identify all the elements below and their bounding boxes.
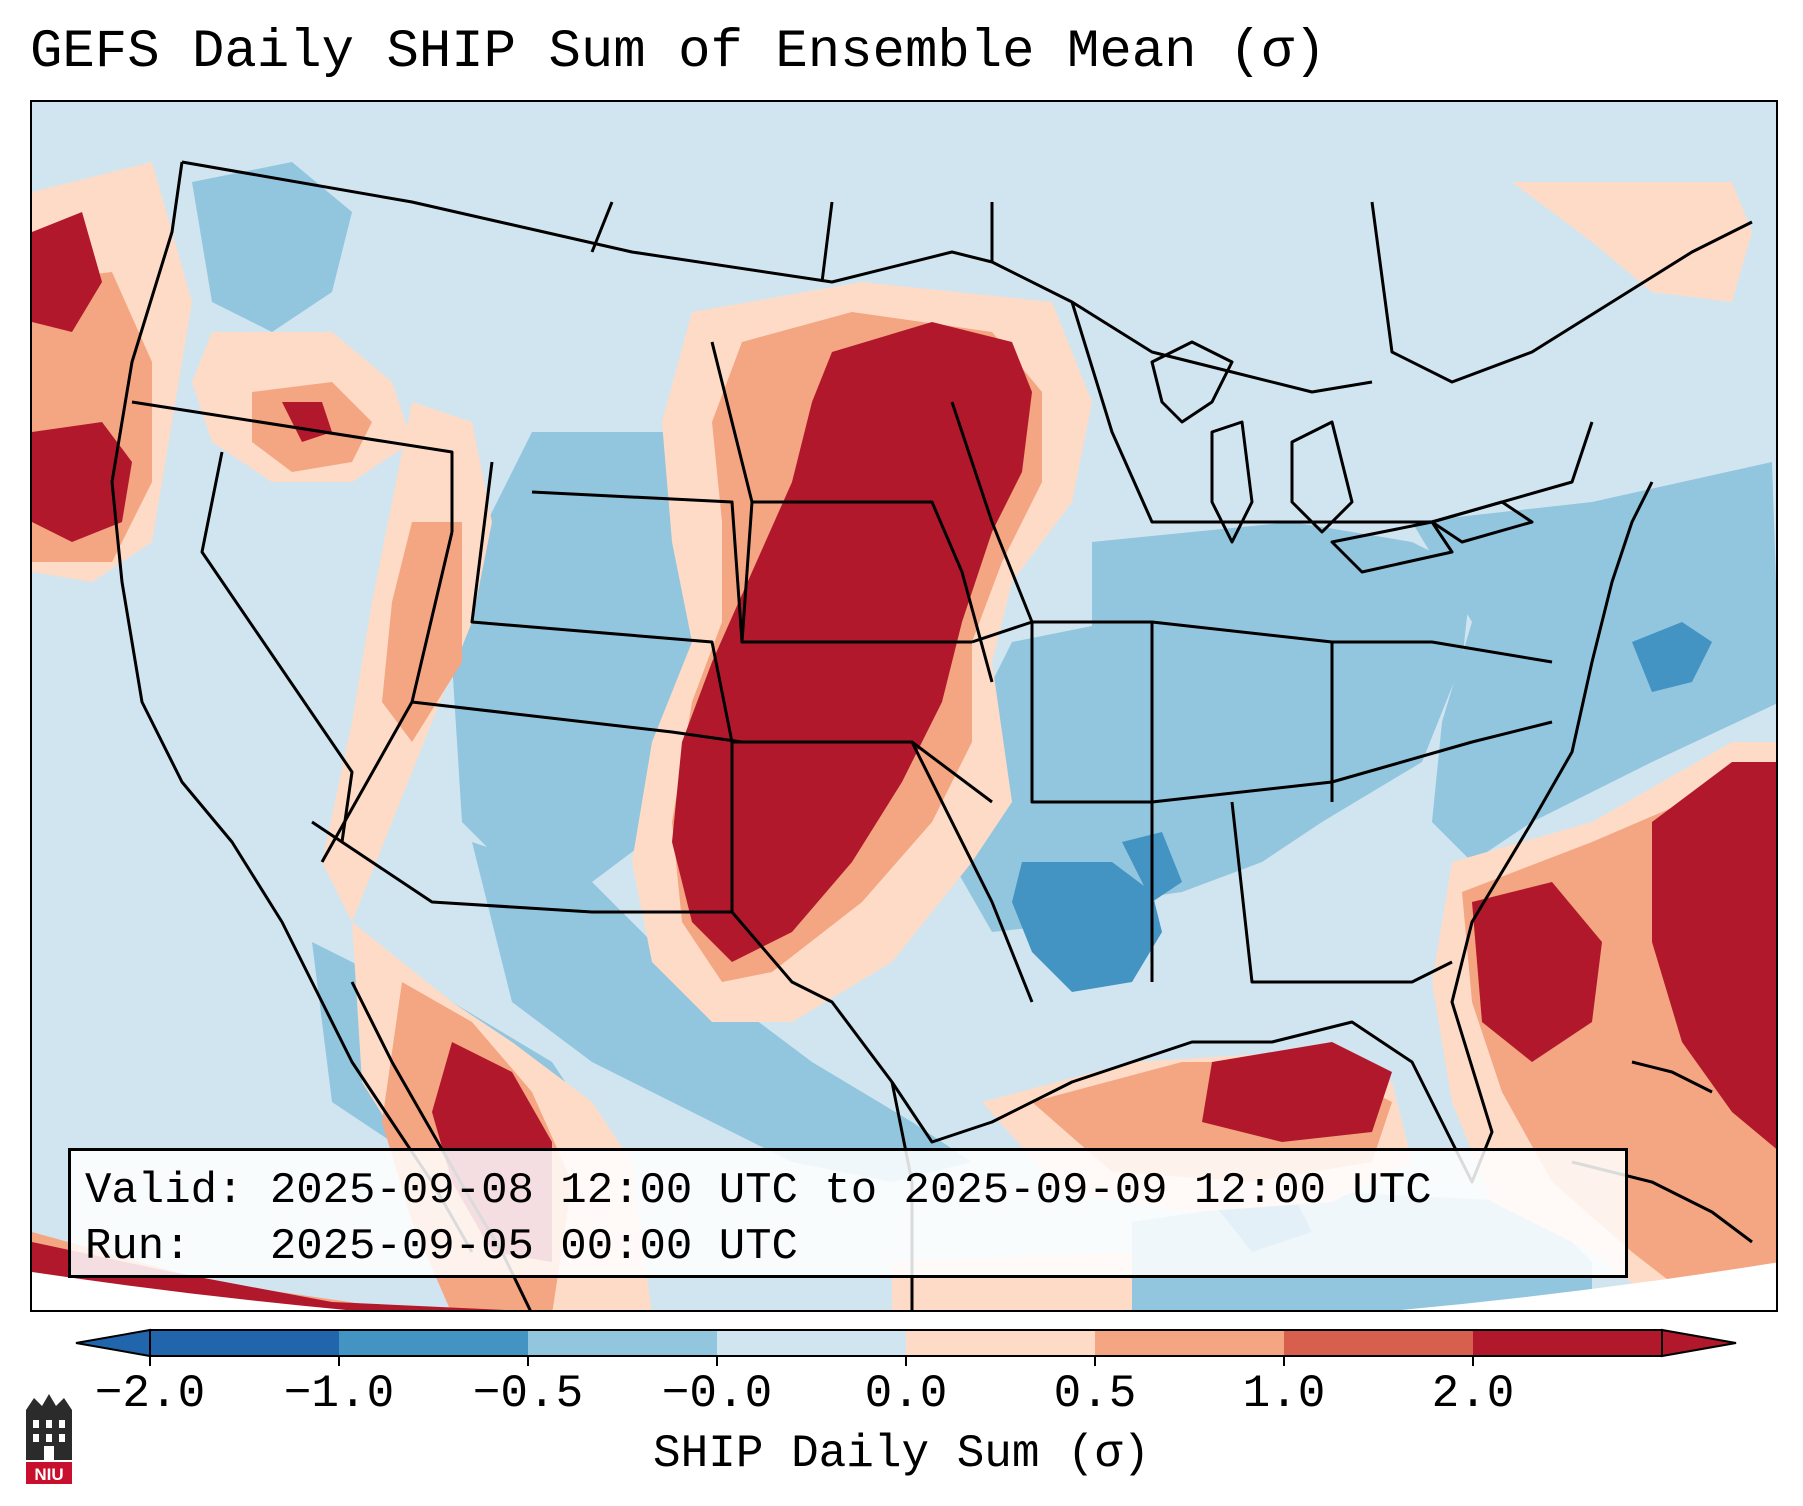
colorbar-tick-label: −2.0	[94, 1368, 206, 1420]
colorbar-tick-label: 0.5	[1053, 1368, 1137, 1420]
run-time: 2025-09-05 00:00 UTC	[269, 1222, 798, 1272]
valid-run-info-box: Valid: 2025-09-08 12:00 UTC to 2025-09-0…	[68, 1148, 1628, 1278]
boundaries	[110, 160, 1753, 1310]
run-label: Run:	[85, 1222, 191, 1272]
colorbar-segment	[150, 1330, 340, 1356]
colorbar-extend-high	[1661, 1328, 1737, 1358]
colorbar	[75, 1328, 1737, 1366]
colorbar-tick-label: 1.0	[1242, 1368, 1326, 1420]
projection-edge	[32, 1262, 1776, 1310]
colorbar-tick-label: 0.0	[864, 1368, 948, 1420]
ship-field-map	[32, 102, 1776, 1310]
logo-text: NIU	[34, 1465, 63, 1484]
colorbar-segment	[528, 1330, 718, 1356]
colorbar-label: SHIP Daily Sum (σ)	[653, 1428, 1150, 1480]
colorbar-tick-label: −0.5	[472, 1368, 584, 1420]
strong-negative-anomaly-regions	[1012, 622, 1712, 1252]
colorbar-segment	[1473, 1330, 1663, 1356]
colorbar-tick-label: −0.0	[661, 1368, 773, 1420]
colorbar-tick-label: 2.0	[1431, 1368, 1515, 1420]
colorbar-extend-low	[75, 1328, 151, 1358]
colorbar-segment	[1284, 1330, 1474, 1356]
niu-logo: NIU	[26, 1394, 72, 1484]
map-panel	[30, 100, 1778, 1312]
logo-badge	[26, 1462, 72, 1484]
map-title: GEFS Daily SHIP Sum of Ensemble Mean (σ)	[30, 22, 1327, 83]
colorbar-tick-label: −1.0	[283, 1368, 395, 1420]
valid-label: Valid:	[85, 1166, 244, 1216]
colorbar-segment	[906, 1330, 1096, 1356]
colorbar-segment	[339, 1330, 529, 1356]
valid-time-range: 2025-09-08 12:00 UTC to 2025-09-09 12:00…	[269, 1166, 1432, 1216]
colorbar-segment	[1095, 1330, 1285, 1356]
colorbar-segment	[717, 1330, 907, 1356]
